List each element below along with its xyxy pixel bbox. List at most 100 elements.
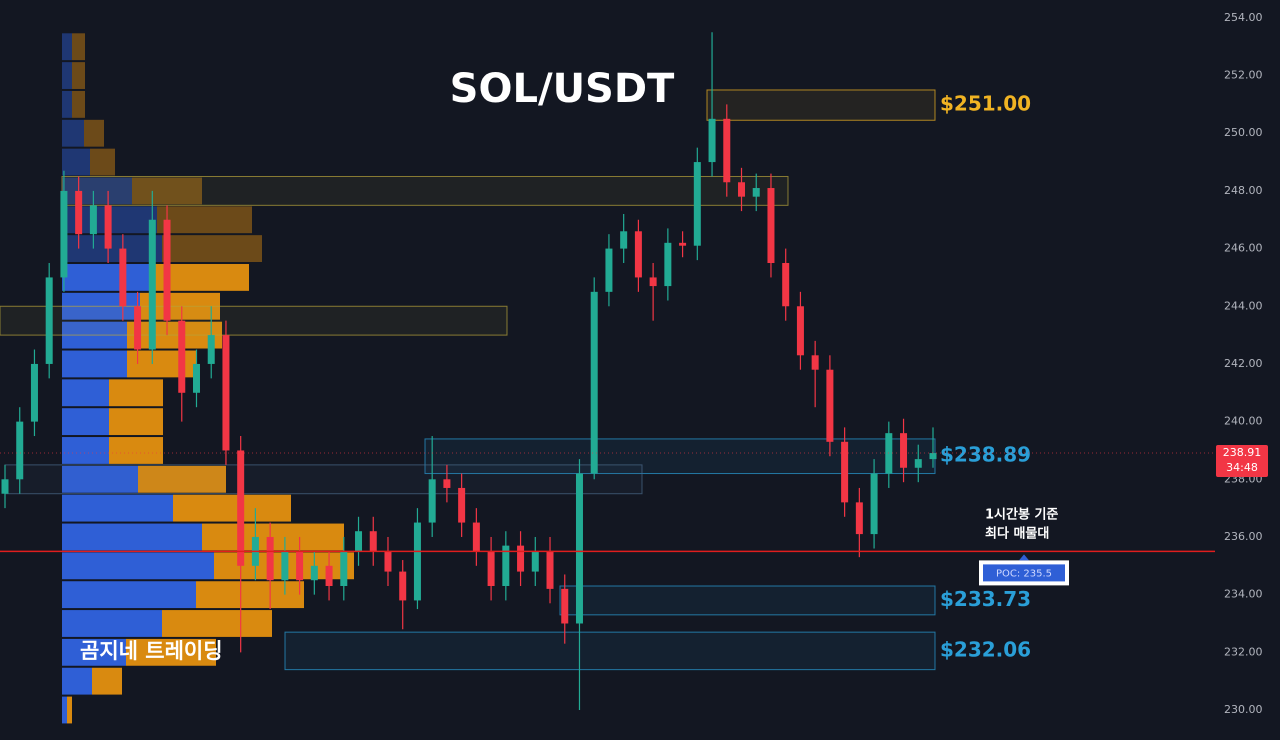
candle-body [826,369,834,442]
y-tick-label: 234.00 [1224,588,1263,601]
candle-body [89,205,97,235]
profile-sell [90,148,115,176]
candle-body [472,522,480,552]
y-tick-label: 232.00 [1224,645,1263,658]
price-tag [1216,445,1268,478]
profile-buy [62,465,138,493]
candle-body [767,188,775,264]
candle-body [546,551,554,589]
annotation: 1시간봉 기준 [985,507,1058,523]
y-tick-label: 240.00 [1224,415,1263,428]
profile-sell [72,62,85,89]
candle-body [340,551,348,587]
chart-title: SOL/USDT [450,66,675,112]
candle-body [738,182,746,197]
candle-body [458,487,466,523]
zone [0,305,508,336]
candle-body [649,277,657,287]
profile-sell [109,437,163,464]
candle-body [620,231,628,249]
candle-body [664,242,672,287]
candle-body [355,531,363,552]
candle-body [708,118,716,163]
y-tick-label: 242.00 [1224,357,1263,370]
candle-body [561,588,569,624]
zone-label: $238.89 [940,443,1031,467]
profile-sell [157,206,252,234]
profile-sell [162,235,262,263]
profile-buy [62,408,109,436]
price-tag-value: 238.91 [1223,446,1262,459]
candle-body [192,363,200,393]
profile-buy [62,523,202,551]
zone-label: $232.06 [940,637,1031,661]
profile-buy [62,696,67,724]
watermark: 곰지네 트레이딩 [80,639,223,663]
profile-sell [109,379,163,407]
profile-sell [84,119,104,147]
profile-buy [62,119,84,147]
profile-sell [173,494,291,522]
price-tag-countdown: 34:48 [1226,461,1258,474]
profile-buy [62,62,72,89]
zones [0,89,936,671]
profile-buy [62,494,173,522]
candles [1,32,937,711]
candle-body [296,551,304,581]
candle-body [502,545,510,587]
candle-body [45,277,53,364]
profile-buy [62,437,109,464]
y-tick-label: 244.00 [1224,299,1263,312]
profile-sell [138,465,226,493]
candle-body [914,459,922,468]
y-tick-label: 252.00 [1224,69,1263,82]
candle-body [811,355,819,370]
profile-sell [72,33,85,61]
candle-body [369,531,377,552]
profile-buy [62,552,214,580]
profile-sell [196,581,304,609]
candle-body [900,433,908,468]
y-tick-label: 250.00 [1224,126,1263,139]
profile-buy [62,581,196,609]
zone-label: $233.73 [940,587,1031,611]
profile-buy [62,235,162,263]
profile-buy [62,177,132,205]
candle-body [237,450,245,566]
candle-body [325,565,333,587]
y-tick-label: 248.00 [1224,184,1263,197]
y-tick-label: 254.00 [1224,11,1263,24]
candle-body [399,571,407,601]
candle-body [1,479,9,494]
candle-body [782,263,790,307]
candle-body [16,421,24,480]
zone [284,631,936,671]
annotation: 최다 매물대 [985,526,1049,542]
profile-buy [62,33,72,61]
profile-buy [62,350,127,378]
candle-body [929,453,937,460]
candle-body [75,190,83,235]
candle-body [443,479,451,488]
profile-sell [162,610,272,637]
candle-body [281,551,289,581]
y-tick-label: 236.00 [1224,530,1263,543]
profile-sell [127,350,197,378]
profile-buy [62,264,154,291]
candle-body [605,248,613,292]
profile-sell [132,177,202,205]
candle-body [60,190,68,278]
candle-body [487,551,495,587]
zone [424,438,936,475]
profile-sell [92,667,122,695]
candle-body [752,188,760,197]
candle-body [796,306,804,356]
candle-body [590,291,598,474]
candle-body [104,205,112,249]
y-tick-label: 230.00 [1224,703,1263,716]
candle-body [310,565,318,581]
zone [61,175,789,206]
candle-body [119,248,127,307]
candle-body [870,473,878,535]
